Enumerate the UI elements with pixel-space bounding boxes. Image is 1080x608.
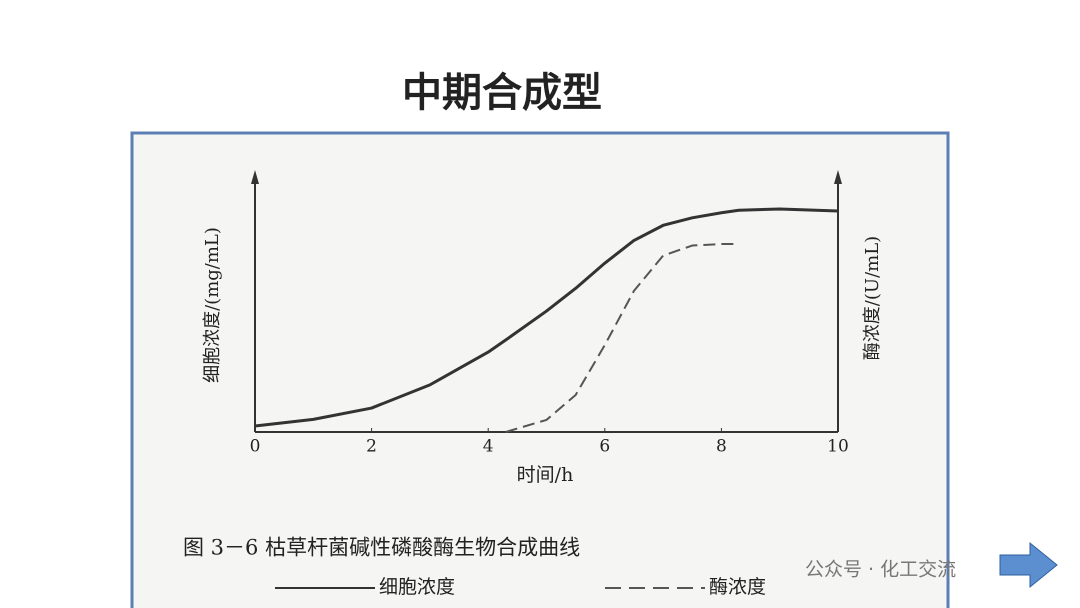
y2-axis-arrow [834, 170, 842, 184]
figure-frame [130, 131, 950, 608]
legend-label: 酶浓度 [709, 576, 766, 598]
x-tick-label: 4 [483, 437, 494, 457]
legend: 细胞浓度 酶浓度 [275, 576, 766, 598]
legend-label: 细胞浓度 [379, 576, 455, 598]
series-line [254, 207, 839, 428]
x-axis-label: 时间/h [517, 464, 574, 486]
y-axis-arrow [251, 170, 259, 184]
watermark: 公众号 · 化工交流 [805, 559, 956, 581]
x-tick-label: 8 [716, 437, 727, 457]
x-tick-label: 6 [599, 437, 610, 457]
x-tick-label: 2 [366, 437, 377, 457]
figure-caption: 图 3－6 枯草杆菌碱性磷酸酶生物合成曲线 [183, 536, 580, 560]
y2-axis-label: 酶浓度/(U/mL) [862, 236, 883, 360]
next-arrow[interactable] [999, 541, 1058, 589]
x-tick-label: 0 [250, 437, 261, 457]
series-line [505, 243, 739, 433]
x-tick-label: 10 [827, 437, 849, 457]
y-axis-label: 细胞浓度/(mg/mL) [202, 227, 223, 383]
slide-title: 中期合成型 [402, 70, 602, 116]
